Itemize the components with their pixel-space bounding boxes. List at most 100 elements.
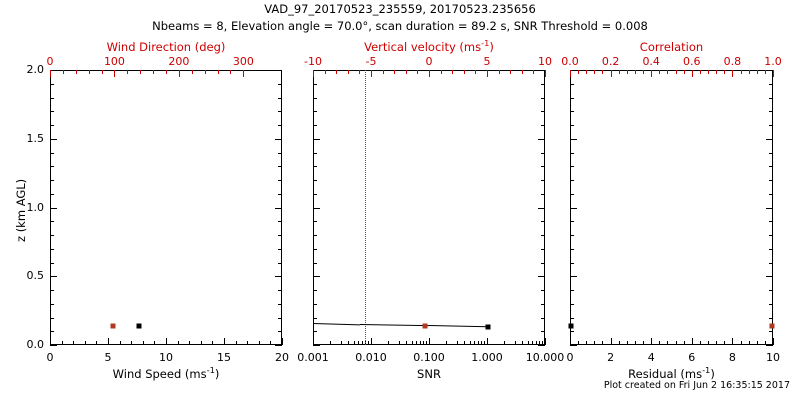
y-tick-major (570, 345, 577, 346)
y-tick-major (275, 207, 282, 209)
y-tick-minor (313, 125, 317, 126)
x-tick-major (313, 338, 314, 345)
top-x-tick-label: 0.6 (683, 55, 701, 68)
x-tick-minor (463, 341, 465, 345)
top-x-tick-minor (708, 70, 710, 74)
x-axis-title: Wind Speed (ms-1) (112, 365, 220, 381)
x-tick-minor (426, 341, 428, 345)
x-tick-minor (474, 341, 476, 345)
x-tick-minor (536, 341, 538, 345)
y-tick-minor (50, 248, 54, 250)
y-tick-minor (313, 331, 317, 333)
x-tick-minor (618, 341, 620, 345)
top-x-tick-minor (643, 70, 645, 74)
data-point (485, 324, 491, 330)
x-tick-minor (667, 341, 669, 345)
y-tick-minor (50, 125, 54, 126)
top-x-axis-title: Wind Direction (deg) (106, 40, 226, 54)
x-tick-minor (602, 341, 604, 345)
top-x-tick-major (429, 70, 430, 77)
top-x-tick-minor (440, 70, 442, 74)
x-tick-minor (756, 341, 758, 345)
y-tick-major (275, 70, 282, 71)
top-x-tick-major (313, 70, 314, 77)
y-tick-major (538, 345, 545, 346)
y-tick-minor (541, 221, 545, 223)
top-x-tick-label: 300 (232, 55, 254, 68)
y-tick-minor (278, 248, 282, 250)
top-x-tick-minor (463, 70, 465, 74)
y-tick-minor (50, 317, 54, 319)
y-tick-minor (769, 331, 773, 333)
x-tick-minor (416, 341, 418, 345)
y-tick-major (275, 138, 282, 140)
y-tick-major (570, 276, 577, 278)
y-tick-minor (541, 193, 545, 195)
x-tick-major (570, 338, 571, 345)
x-tick-label: 2 (607, 351, 615, 364)
y-tick-minor (541, 290, 545, 291)
top-x-tick-minor (217, 70, 219, 74)
y-tick-minor (570, 152, 574, 154)
x-tick-minor (247, 341, 249, 345)
y-tick-minor (570, 331, 574, 333)
y-tick-minor (570, 221, 574, 223)
x-tick-major (773, 338, 774, 345)
y-tick-minor (313, 193, 317, 195)
data-point (110, 323, 115, 329)
y-tick-minor (541, 166, 545, 168)
y-tick-minor (541, 111, 545, 113)
top-x-tick-label: 5 (483, 55, 491, 68)
top-x-tick-minor (88, 70, 90, 74)
y-tick-minor (50, 303, 54, 305)
top-x-tick-label: -10 (304, 55, 322, 68)
top-x-tick-major (610, 70, 612, 77)
x-tick-label: 0.001 (297, 351, 329, 364)
y-tick-minor (769, 193, 773, 195)
y-tick-minor (769, 97, 773, 99)
y-tick-minor (50, 221, 54, 223)
top-x-tick-minor (347, 70, 349, 74)
y-tick-minor (570, 97, 574, 99)
top-x-tick-label: 200 (168, 55, 190, 68)
y-tick-minor (313, 97, 317, 99)
x-axis-title: SNR (417, 367, 441, 381)
x-tick-label: 8 (728, 351, 736, 364)
top-x-tick-minor (475, 70, 477, 74)
x-tick-minor (578, 341, 580, 345)
panel-residual (570, 70, 773, 345)
x-tick-minor (398, 341, 400, 345)
data-point (769, 323, 775, 329)
top-x-tick-minor (417, 70, 419, 74)
y-tick-minor (50, 152, 54, 154)
y-tick-minor (541, 83, 545, 85)
x-tick-minor (177, 341, 179, 345)
x-tick-minor (200, 341, 202, 345)
y-tick-minor (278, 111, 282, 113)
x-tick-minor (532, 341, 534, 345)
y-tick-minor (278, 317, 282, 319)
y-tick-minor (50, 331, 54, 333)
data-point (422, 323, 428, 329)
y-tick-minor (570, 290, 574, 291)
data-point (136, 323, 142, 329)
x-tick-minor (235, 341, 237, 345)
x-tick-minor (659, 341, 661, 345)
x-tick-major (691, 338, 693, 345)
top-x-tick-minor (75, 70, 77, 74)
y-tick-minor (50, 235, 54, 236)
x-tick-minor (724, 341, 726, 345)
top-x-tick-minor (324, 70, 326, 74)
y-tick-minor (541, 152, 545, 154)
x-tick-minor (258, 341, 260, 345)
top-x-tick-minor (510, 70, 512, 74)
x-tick-minor (411, 341, 413, 345)
y-tick-minor (278, 221, 282, 223)
top-x-tick-label: 0 (425, 55, 433, 68)
y-tick-minor (570, 166, 574, 168)
x-tick-minor (73, 341, 75, 345)
x-tick-label: 0 (46, 351, 54, 364)
x-tick-minor (347, 341, 349, 345)
y-tick-minor (50, 290, 54, 291)
x-tick-minor (96, 341, 98, 345)
